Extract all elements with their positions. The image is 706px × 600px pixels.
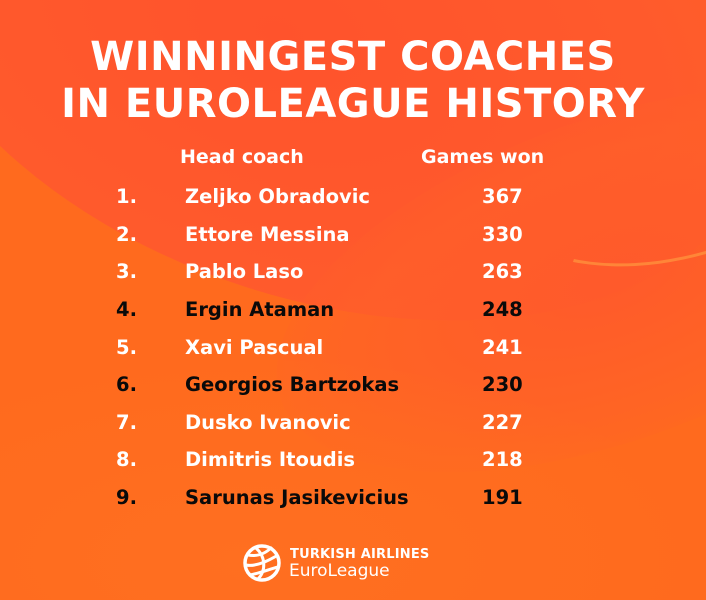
table-row: 8. Dimitris Itoudis 218 bbox=[0, 448, 706, 478]
table-row: 7. Dusko Ivanovic 227 bbox=[0, 411, 706, 441]
coach-name: Georgios Bartzokas bbox=[185, 373, 400, 396]
table-row: 2. Ettore Messina 330 bbox=[0, 223, 706, 253]
coach-name: Xavi Pascual bbox=[185, 336, 324, 359]
rank: 6. bbox=[116, 373, 137, 396]
games-won: 218 bbox=[482, 448, 523, 471]
coach-name: Ettore Messina bbox=[185, 222, 350, 246]
table-header: Head coach Games won bbox=[0, 146, 706, 174]
table-row: 9. Sarunas Jasikevicius 191 bbox=[0, 486, 706, 516]
column-header-games: Games won bbox=[421, 146, 545, 168]
rank: 1. bbox=[116, 185, 137, 208]
coach-name: Dimitris Itoudis bbox=[185, 448, 355, 471]
games-won: 248 bbox=[482, 298, 523, 321]
rank: 4. bbox=[116, 298, 137, 321]
games-won: 330 bbox=[482, 222, 523, 246]
rank: 7. bbox=[116, 411, 137, 434]
coach-name: Sarunas Jasikevicius bbox=[185, 486, 409, 509]
games-won: 263 bbox=[482, 260, 523, 283]
table-row: 5. Xavi Pascual 241 bbox=[0, 336, 706, 366]
title-line-1: WINNINGEST COACHES bbox=[90, 34, 616, 80]
games-won: 191 bbox=[482, 486, 523, 509]
title-line-2: IN EUROLEAGUE HISTORY bbox=[61, 81, 645, 127]
games-won: 241 bbox=[482, 336, 523, 359]
logo-sponsor-text: TURKISH AIRLINES bbox=[290, 547, 430, 562]
games-won: 367 bbox=[482, 185, 523, 208]
table-row: 4. Ergin Ataman 248 bbox=[0, 298, 706, 328]
games-won: 227 bbox=[482, 411, 523, 434]
rank: 8. bbox=[116, 448, 137, 471]
euroleague-logo: TURKISH AIRLINES EuroLeague bbox=[242, 543, 442, 583]
rank: 2. bbox=[116, 222, 137, 246]
table-row: 6. Georgios Bartzokas 230 bbox=[0, 373, 706, 403]
table-row: 3. Pablo Laso 263 bbox=[0, 260, 706, 290]
rank: 3. bbox=[116, 260, 137, 283]
coach-name: Zeljko Obradovic bbox=[185, 185, 370, 208]
coach-name: Pablo Laso bbox=[185, 260, 304, 283]
table-row: 1. Zeljko Obradovic 367 bbox=[0, 185, 706, 215]
rank: 9. bbox=[116, 486, 137, 509]
page-title: WINNINGEST COACHES IN EUROLEAGUE HISTORY bbox=[0, 34, 706, 128]
column-header-coach: Head coach bbox=[180, 146, 304, 168]
euroleague-ball-icon bbox=[243, 544, 281, 582]
coach-name: Ergin Ataman bbox=[185, 298, 335, 321]
games-won: 230 bbox=[482, 373, 523, 396]
logo-brand-text: EuroLeague bbox=[289, 561, 390, 581]
coach-name: Dusko Ivanovic bbox=[185, 411, 351, 434]
rank: 5. bbox=[116, 336, 137, 359]
